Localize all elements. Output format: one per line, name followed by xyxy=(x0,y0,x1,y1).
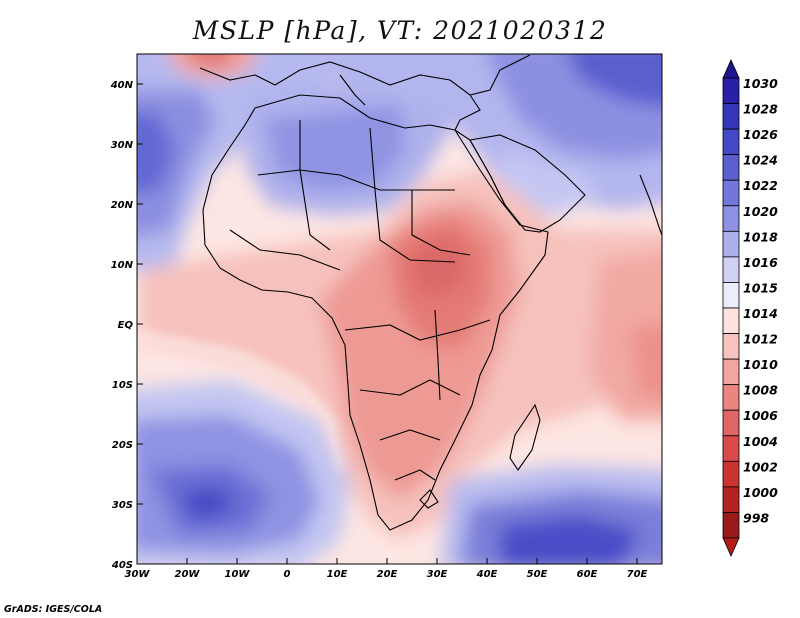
lon-tick-label: 60E xyxy=(577,569,598,580)
credit-text: GrADS: IGES/COLA xyxy=(4,604,103,615)
lat-tick-label: 30N xyxy=(111,140,134,151)
map-title: MSLP [hPa], VT: 2021020312 xyxy=(192,16,608,45)
colorbar-label: 1000 xyxy=(743,485,778,500)
lon-tick-label: 30E xyxy=(427,569,448,580)
colorbar-label: 1004 xyxy=(743,434,778,449)
latitude-axis: 40N 30N 20N 10N EQ 10S 20S 30S 40S xyxy=(110,80,143,571)
lon-tick-label: 30W xyxy=(125,569,151,580)
lat-tick-label: 30S xyxy=(112,500,133,511)
colorbar-label: 998 xyxy=(743,510,769,525)
lat-tick-label: EQ xyxy=(118,320,134,331)
lat-tick-label: 10N xyxy=(111,260,134,271)
colorbar-label: 1002 xyxy=(743,459,778,474)
colorbar-label: 1020 xyxy=(743,204,778,219)
colorbar-swatch xyxy=(722,179,740,207)
colorbar-label: 1024 xyxy=(743,153,778,168)
colorbar-label: 1014 xyxy=(743,306,778,321)
map-frame xyxy=(136,53,663,565)
colorbar-swatch xyxy=(722,486,740,513)
lat-tick-label: 10S xyxy=(112,380,133,391)
lat-tick-label: 40N xyxy=(110,80,134,91)
colorbar-top-arrow xyxy=(722,59,740,79)
colorbar-swatch xyxy=(722,409,740,437)
lon-tick-label: 50E xyxy=(527,569,548,580)
colorbar-swatch xyxy=(722,128,740,156)
colorbar-swatch xyxy=(722,103,740,130)
lat-tick-label: 20N xyxy=(111,200,134,211)
colorbar-label: 1022 xyxy=(743,178,778,193)
colorbar-swatch xyxy=(722,282,740,309)
lon-tick-label: 10W xyxy=(225,569,251,580)
colorbar-label: 1006 xyxy=(743,408,778,423)
colorbar-swatch xyxy=(722,460,740,488)
colorbar-swatch xyxy=(722,256,740,283)
colorbar-label: 1012 xyxy=(743,332,778,347)
lon-tick-label: 70E xyxy=(627,569,648,580)
pressure-field xyxy=(137,54,662,564)
colorbar-bottom-arrow xyxy=(722,537,740,557)
colorbar-label: 1016 xyxy=(743,255,778,270)
lon-tick-label: 0 xyxy=(284,569,291,580)
colorbar-swatch xyxy=(722,230,740,258)
coastlines xyxy=(199,54,662,531)
lon-tick-label: 40E xyxy=(476,569,498,580)
colorbar-swatch xyxy=(722,77,740,104)
colorbar-swatch xyxy=(722,512,740,539)
lat-tick-label: 40S xyxy=(111,560,133,571)
colorbar-label: 1015 xyxy=(743,280,778,295)
colorbar-swatch xyxy=(722,307,740,334)
colorbar-label: 1026 xyxy=(743,127,778,142)
lat-tick-label: 20S xyxy=(112,440,133,451)
lon-tick-label: 20W xyxy=(175,569,201,580)
colorbar-label: 1010 xyxy=(743,357,778,372)
colorbar-label: 1028 xyxy=(743,102,778,117)
colorbar-label: 1008 xyxy=(743,383,778,398)
colorbar-swatch xyxy=(722,358,740,386)
colorbar-swatch xyxy=(722,384,740,411)
colorbar-label: 1018 xyxy=(743,229,778,244)
colorbar-label: 1030 xyxy=(743,76,778,91)
lon-tick-label: 20E xyxy=(377,569,398,580)
colorbar: 1030 1028 1026 1024 1022 1020 1018 1016 1015 1014… xyxy=(722,59,778,557)
lon-tick-label: 10E xyxy=(327,569,348,580)
colorbar-swatch xyxy=(722,154,740,181)
colorbar-swatch xyxy=(722,435,740,462)
colorbar-swatch xyxy=(722,205,740,232)
longitude-axis: 30W 20W 10W 0 10E 20E 30E 40E 50E 60E 70E xyxy=(125,558,648,580)
colorbar-swatch xyxy=(722,333,740,360)
